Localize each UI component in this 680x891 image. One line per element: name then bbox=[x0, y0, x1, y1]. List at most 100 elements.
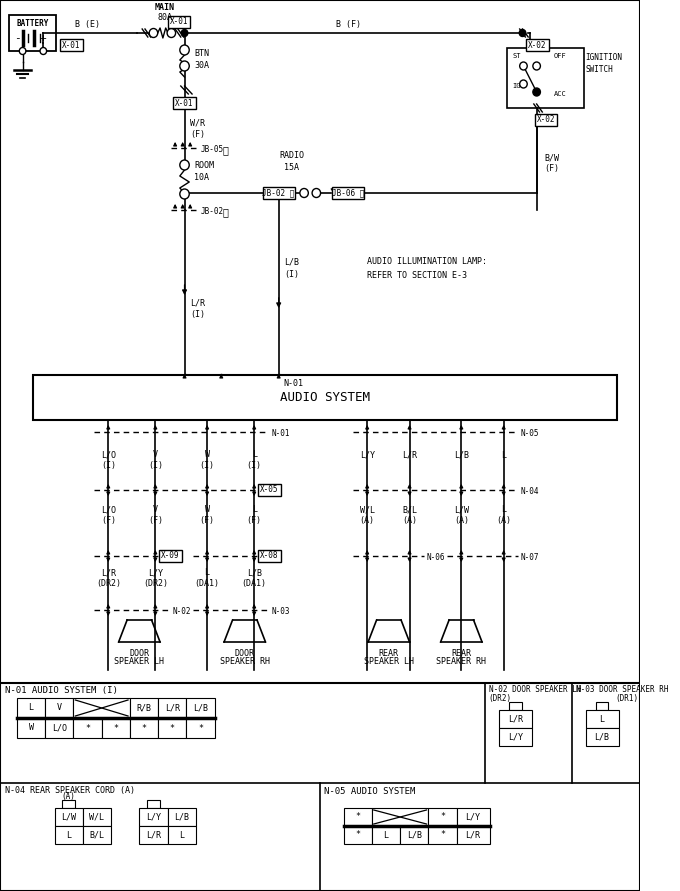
Bar bbox=[167, 16, 190, 28]
Text: BATTERY: BATTERY bbox=[17, 19, 49, 28]
Text: N-05: N-05 bbox=[521, 429, 539, 438]
Bar bbox=[428, 808, 456, 826]
Text: V
(I): V (I) bbox=[148, 450, 163, 470]
Text: X-09: X-09 bbox=[161, 552, 180, 560]
Text: X-01: X-01 bbox=[63, 40, 81, 50]
Bar bbox=[258, 484, 281, 496]
Text: *: * bbox=[170, 723, 175, 732]
Text: ROOM: ROOM bbox=[194, 160, 214, 169]
Bar bbox=[456, 826, 490, 844]
Text: L/Y
(DR2): L/Y (DR2) bbox=[143, 568, 168, 588]
Text: W/L
(A): W/L (A) bbox=[360, 505, 375, 525]
Bar bbox=[499, 710, 532, 728]
Bar bbox=[83, 826, 111, 844]
Text: *: * bbox=[355, 813, 360, 822]
Bar bbox=[499, 728, 532, 746]
Circle shape bbox=[520, 29, 526, 37]
Bar bbox=[585, 710, 619, 728]
Bar bbox=[509, 702, 522, 710]
Text: JB-02: JB-02 bbox=[201, 208, 224, 217]
Text: 30A: 30A bbox=[194, 61, 209, 69]
Text: MAIN: MAIN bbox=[155, 4, 175, 12]
Circle shape bbox=[300, 189, 308, 198]
Bar bbox=[400, 826, 428, 844]
Text: RADIO: RADIO bbox=[279, 151, 305, 160]
Text: L/Y: L/Y bbox=[466, 813, 481, 822]
Text: N-01: N-01 bbox=[271, 429, 290, 438]
Text: JB-05: JB-05 bbox=[201, 145, 224, 154]
Text: BTN: BTN bbox=[194, 48, 209, 58]
Text: IG: IG bbox=[512, 83, 521, 89]
Circle shape bbox=[40, 47, 47, 54]
Text: L/B: L/B bbox=[284, 257, 299, 266]
Text: ⓔ: ⓔ bbox=[222, 145, 228, 155]
Text: W/R: W/R bbox=[190, 119, 205, 127]
Text: L/Y: L/Y bbox=[360, 451, 375, 460]
Text: (F): (F) bbox=[190, 129, 205, 138]
Text: B (F): B (F) bbox=[336, 20, 361, 29]
Text: N-03 DOOR SPEAKER RH: N-03 DOOR SPEAKER RH bbox=[576, 684, 668, 693]
Text: *: * bbox=[440, 830, 445, 839]
Text: L/R: L/R bbox=[165, 704, 180, 713]
Text: (DR2): (DR2) bbox=[489, 693, 512, 702]
Bar bbox=[62, 800, 75, 808]
Text: (I): (I) bbox=[190, 310, 205, 320]
Text: L/B: L/B bbox=[407, 830, 422, 839]
Bar bbox=[173, 97, 196, 109]
Text: +: + bbox=[40, 33, 47, 43]
Text: L
(DA1): L (DA1) bbox=[194, 568, 220, 588]
Circle shape bbox=[520, 80, 527, 88]
Text: L/B: L/B bbox=[594, 732, 609, 741]
Bar bbox=[186, 698, 215, 718]
Text: ST: ST bbox=[512, 53, 521, 59]
Text: L/W
(A): L/W (A) bbox=[454, 505, 469, 525]
Bar bbox=[167, 808, 196, 826]
Text: L
(A): L (A) bbox=[496, 505, 511, 525]
Text: L/O: L/O bbox=[52, 723, 67, 732]
Text: (F): (F) bbox=[544, 165, 559, 174]
Text: (A): (A) bbox=[62, 791, 75, 800]
Bar bbox=[456, 808, 490, 826]
Bar bbox=[534, 114, 558, 126]
Text: X-05: X-05 bbox=[260, 486, 279, 495]
Bar bbox=[343, 826, 372, 844]
Text: JB-06 ⓗ: JB-06 ⓗ bbox=[332, 189, 364, 198]
Text: ACC: ACC bbox=[554, 91, 566, 97]
Circle shape bbox=[520, 62, 527, 70]
Text: B/L
(A): B/L (A) bbox=[402, 505, 417, 525]
Text: L/B: L/B bbox=[193, 704, 208, 713]
Bar bbox=[372, 826, 400, 844]
Text: N-04: N-04 bbox=[521, 487, 539, 496]
Text: B/W: B/W bbox=[544, 153, 559, 162]
Text: X-08: X-08 bbox=[260, 552, 279, 560]
Text: W/L: W/L bbox=[90, 813, 105, 822]
Text: N-04 REAR SPEAKER CORD (A): N-04 REAR SPEAKER CORD (A) bbox=[5, 787, 135, 796]
Text: L/R
(DR2): L/R (DR2) bbox=[96, 568, 121, 588]
Circle shape bbox=[149, 29, 158, 37]
Text: L/R: L/R bbox=[146, 830, 161, 839]
Text: *: * bbox=[85, 723, 90, 732]
Bar bbox=[83, 808, 111, 826]
Text: L/B: L/B bbox=[174, 813, 189, 822]
Text: V: V bbox=[57, 704, 62, 713]
Circle shape bbox=[180, 45, 189, 55]
Bar bbox=[33, 375, 617, 420]
Text: L/B
(DA1): L/B (DA1) bbox=[241, 568, 267, 588]
Text: L: L bbox=[66, 830, 71, 839]
Text: (I): (I) bbox=[284, 269, 299, 279]
Text: L/Y: L/Y bbox=[146, 813, 161, 822]
Text: DOOR: DOOR bbox=[235, 649, 255, 658]
Bar bbox=[17, 718, 45, 738]
Bar bbox=[158, 718, 186, 738]
Text: SWITCH: SWITCH bbox=[585, 64, 613, 73]
Text: W
(F): W (F) bbox=[200, 505, 215, 525]
Text: L/O
(I): L/O (I) bbox=[101, 450, 116, 470]
Text: SPEAKER RH: SPEAKER RH bbox=[220, 658, 270, 666]
Text: *: * bbox=[141, 723, 147, 732]
Text: ⓙ: ⓙ bbox=[222, 207, 228, 217]
Text: L/O
(F): L/O (F) bbox=[101, 505, 116, 525]
Text: N-02 DOOR SPEAKER LH: N-02 DOOR SPEAKER LH bbox=[489, 684, 581, 693]
Text: L: L bbox=[600, 715, 605, 723]
Text: W: W bbox=[29, 723, 33, 732]
Bar bbox=[159, 550, 182, 562]
